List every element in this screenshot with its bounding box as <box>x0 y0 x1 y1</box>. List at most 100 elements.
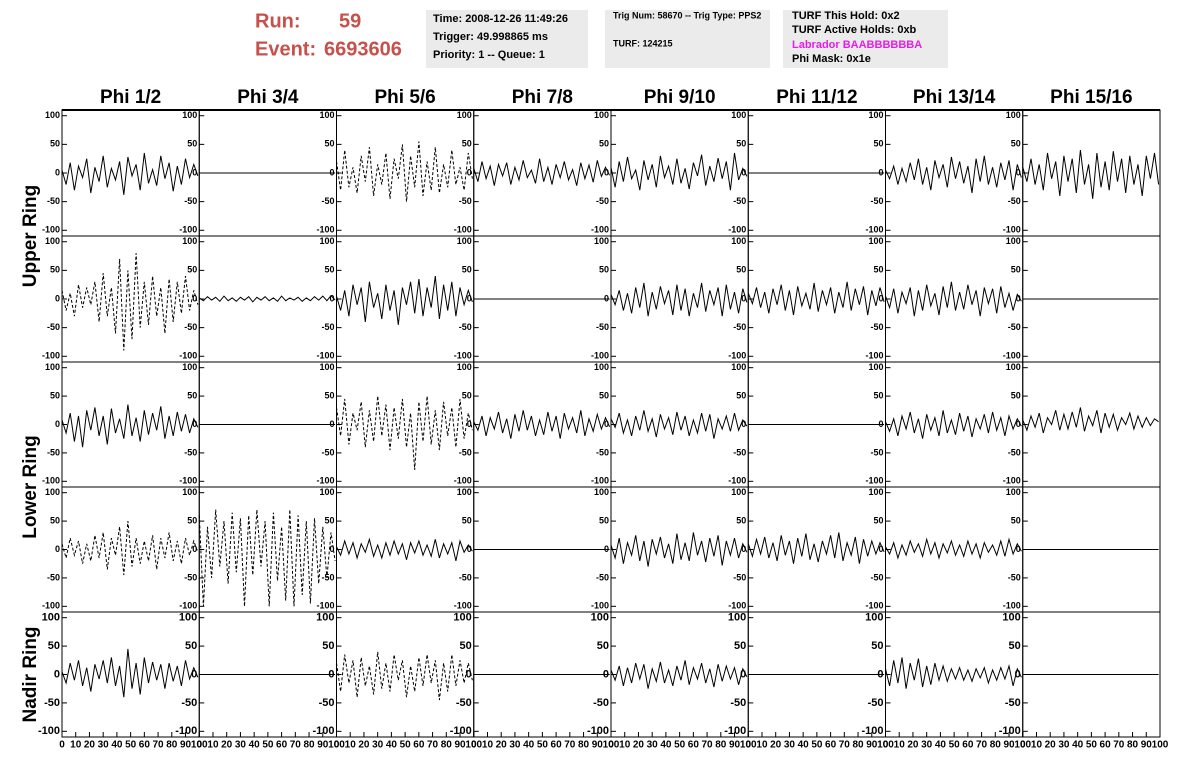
y-tick-label: 0 <box>878 293 883 303</box>
y-tick-label: -100 <box>454 225 472 235</box>
y-tick-label: 50 <box>50 515 60 525</box>
y-tick-label: 100 <box>731 110 746 120</box>
event-label: Event: <box>255 38 316 60</box>
waveform <box>336 537 473 562</box>
y-tick-label: 100 <box>594 362 609 372</box>
y-tick-label: 100 <box>865 612 883 624</box>
y-tick-label: 100 <box>1006 110 1021 120</box>
x-tick-label: 90 <box>729 740 741 751</box>
x-tick-label: 20 <box>770 740 782 751</box>
y-tick-label: 0 <box>878 544 883 554</box>
x-tick-label: 80 <box>578 740 590 751</box>
y-tick-label: 0 <box>55 167 60 177</box>
x-tick-label: 50 <box>674 740 686 751</box>
waveform <box>198 509 336 607</box>
x-tick-label: 10 <box>619 740 631 751</box>
y-tick-label: 50 <box>324 515 334 525</box>
y-tick-label: -50 <box>184 572 197 582</box>
waveform <box>885 410 1022 439</box>
y-tick-label: -100 <box>316 351 334 361</box>
y-tick-label: -50 <box>1008 572 1021 582</box>
x-tick-label: 0 <box>1020 740 1026 751</box>
y-tick-label: -100 <box>1003 476 1021 486</box>
waveform <box>61 253 199 351</box>
y-tick-label: -50 <box>459 322 472 332</box>
x-tick-label: 90 <box>1141 740 1153 751</box>
y-tick-label: -50 <box>1008 447 1021 457</box>
waveform <box>610 282 748 317</box>
y-tick-label: 100 <box>868 487 883 497</box>
y-tick-label: 100 <box>1006 362 1021 372</box>
y-tick-label: -50 <box>1008 196 1021 206</box>
x-tick-label: 80 <box>441 740 453 751</box>
waveform <box>885 281 1022 317</box>
x-tick-label: 0 <box>59 740 65 751</box>
y-tick-label: 50 <box>736 515 746 525</box>
y-tick-label: -50 <box>47 572 60 582</box>
y-tick-label: 0 <box>329 293 334 303</box>
y-tick-label: 100 <box>457 236 472 246</box>
ring-label: Nadir Ring <box>20 626 41 722</box>
x-tick-label: 90 <box>454 740 466 751</box>
x-tick-label: 10 <box>70 740 82 751</box>
waveform <box>199 294 336 303</box>
y-tick-label: 100 <box>728 612 746 624</box>
y-tick-label: 0 <box>1016 293 1021 303</box>
y-tick-label: -100 <box>316 225 334 235</box>
y-tick-label: -100 <box>175 725 197 737</box>
y-tick-label: -100 <box>591 225 609 235</box>
y-tick-label: -100 <box>450 725 472 737</box>
y-tick-label: 50 <box>873 265 883 275</box>
column-header: Phi 5/6 <box>375 87 436 108</box>
info-text: Trig Num: 58670 -- Trig Type: PPS2 <box>613 10 761 20</box>
y-tick-label: -100 <box>591 601 609 611</box>
x-tick-label: 20 <box>496 740 508 751</box>
y-tick-label: -100 <box>42 601 60 611</box>
x-tick-label: 100 <box>1152 740 1169 751</box>
x-tick-label: 10 <box>894 740 906 751</box>
y-tick-label: 0 <box>329 544 334 554</box>
y-tick-label: 50 <box>460 640 472 652</box>
y-tick-label: -50 <box>321 572 334 582</box>
y-tick-label: -100 <box>865 351 883 361</box>
y-tick-label: 0 <box>467 419 472 429</box>
y-tick-label: 0 <box>741 293 746 303</box>
waveform <box>336 276 473 325</box>
y-tick-label: -50 <box>596 196 609 206</box>
y-tick-label: 0 <box>191 668 197 680</box>
y-tick-label: 50 <box>187 139 197 149</box>
info-text: Labrador BAABBBBBBA <box>792 39 922 51</box>
x-tick-label: 10 <box>1031 740 1043 751</box>
y-tick-label: 50 <box>50 265 60 275</box>
y-tick-label: 50 <box>462 265 472 275</box>
y-tick-label: -50 <box>47 322 60 332</box>
y-tick-label: 100 <box>453 612 471 624</box>
x-tick-label: 20 <box>1045 740 1057 751</box>
y-tick-label: 100 <box>1006 487 1021 497</box>
y-tick-label: 50 <box>324 265 334 275</box>
x-tick-label: 90 <box>180 740 192 751</box>
y-tick-label: 50 <box>1011 265 1021 275</box>
x-tick-label: 40 <box>111 740 123 751</box>
x-tick-label: 20 <box>633 740 645 751</box>
y-tick-label: 100 <box>731 362 746 372</box>
y-tick-label: 0 <box>878 419 883 429</box>
y-tick-label: -100 <box>454 601 472 611</box>
y-tick-label: 50 <box>734 640 746 652</box>
waveform <box>61 648 199 698</box>
y-tick-label: -50 <box>596 447 609 457</box>
y-tick-label: -100 <box>591 476 609 486</box>
x-tick-label: 0 <box>334 740 340 751</box>
x-tick-label: 90 <box>592 740 604 751</box>
column-header: Phi 1/2 <box>100 87 161 108</box>
y-tick-label: 100 <box>868 110 883 120</box>
y-tick-label: 100 <box>457 362 472 372</box>
y-tick-label: -100 <box>316 476 334 486</box>
waveform <box>61 404 199 448</box>
x-tick-label: 100 <box>740 740 757 751</box>
y-tick-label: -50 <box>733 322 746 332</box>
x-tick-label: 40 <box>249 740 261 751</box>
column-header: Phi 15/16 <box>1050 87 1132 108</box>
x-tick-label: 50 <box>1086 740 1098 751</box>
